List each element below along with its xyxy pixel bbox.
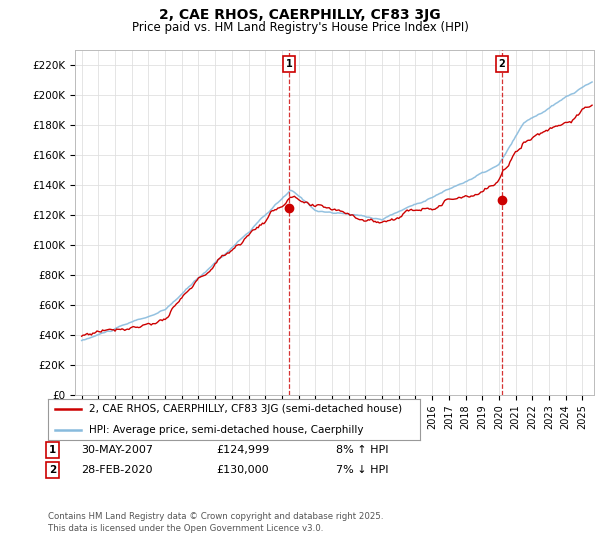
Text: 28-FEB-2020: 28-FEB-2020 <box>81 465 152 475</box>
Text: 1: 1 <box>286 59 292 69</box>
Text: 2, CAE RHOS, CAERPHILLY, CF83 3JG: 2, CAE RHOS, CAERPHILLY, CF83 3JG <box>159 8 441 22</box>
Text: HPI: Average price, semi-detached house, Caerphilly: HPI: Average price, semi-detached house,… <box>89 424 364 435</box>
Text: £124,999: £124,999 <box>216 445 269 455</box>
Text: 2: 2 <box>49 465 56 475</box>
Text: 2: 2 <box>499 59 505 69</box>
Text: 30-MAY-2007: 30-MAY-2007 <box>81 445 153 455</box>
Text: 1: 1 <box>49 445 56 455</box>
Text: Contains HM Land Registry data © Crown copyright and database right 2025.
This d: Contains HM Land Registry data © Crown c… <box>48 512 383 533</box>
Text: 2, CAE RHOS, CAERPHILLY, CF83 3JG (semi-detached house): 2, CAE RHOS, CAERPHILLY, CF83 3JG (semi-… <box>89 404 402 414</box>
Text: 8% ↑ HPI: 8% ↑ HPI <box>336 445 389 455</box>
Text: 7% ↓ HPI: 7% ↓ HPI <box>336 465 389 475</box>
Text: Price paid vs. HM Land Registry's House Price Index (HPI): Price paid vs. HM Land Registry's House … <box>131 21 469 34</box>
Text: £130,000: £130,000 <box>216 465 269 475</box>
